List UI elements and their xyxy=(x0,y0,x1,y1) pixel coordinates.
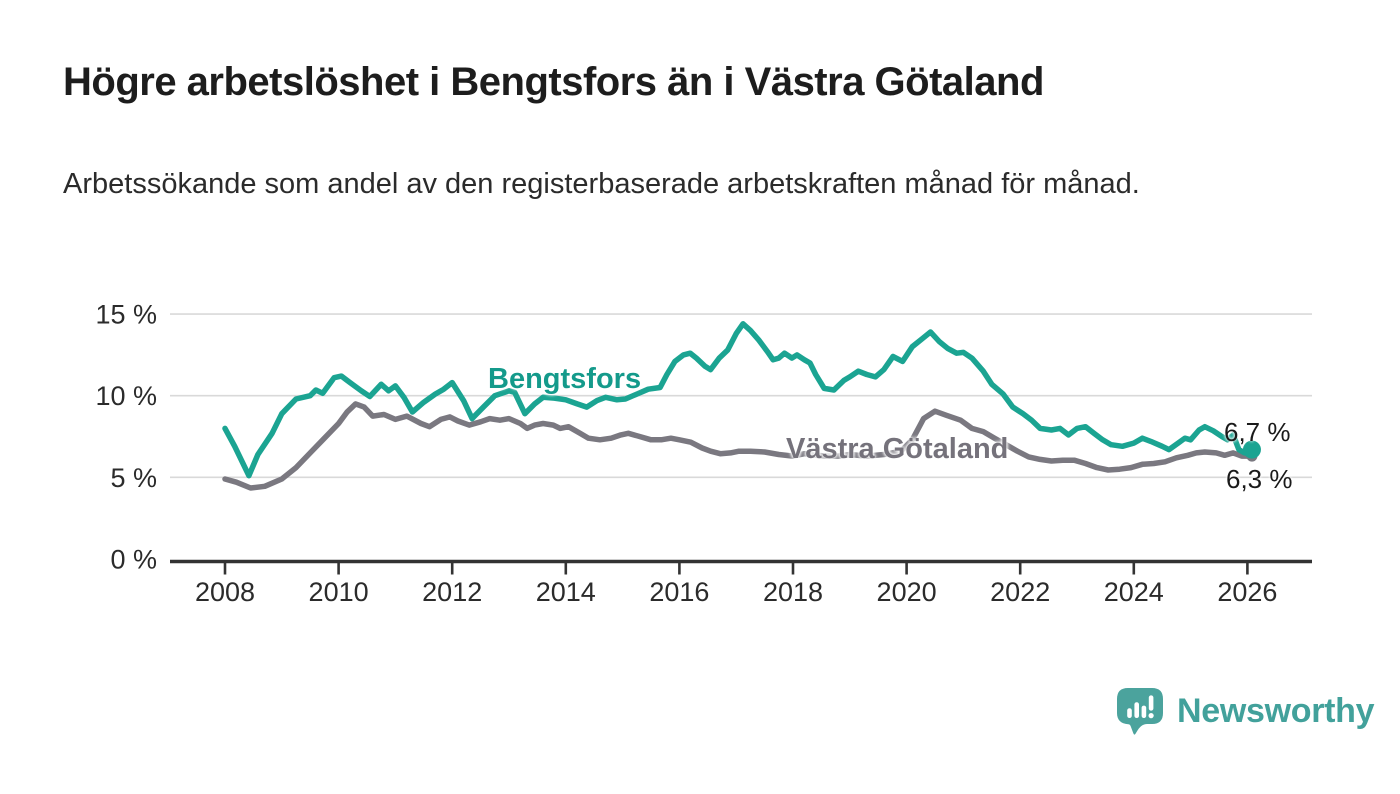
end-value-label-bengtsfors: 6,7 % xyxy=(1224,417,1291,447)
series-end-dot-bengtsfors xyxy=(1242,440,1261,459)
end-value-label-vastra-gotaland: 6,3 % xyxy=(1226,464,1293,494)
newsworthy-brand: Newsworthy xyxy=(1114,685,1375,737)
y-tick-label: 10 % xyxy=(95,381,157,411)
chart-title: Högre arbetslöshet i Bengtsfors än i Väs… xyxy=(63,60,1044,104)
x-tick-label: 2012 xyxy=(422,577,482,607)
x-tick-label: 2016 xyxy=(649,577,709,607)
x-tick-label: 2010 xyxy=(309,577,369,607)
x-tick-label: 2020 xyxy=(877,577,937,607)
newsworthy-brand-text: Newsworthy xyxy=(1177,691,1375,730)
y-tick-label: 15 % xyxy=(95,300,157,330)
y-tick-label: 5 % xyxy=(110,463,157,493)
x-tick-label: 2024 xyxy=(1104,577,1164,607)
x-tick-label: 2014 xyxy=(536,577,596,607)
series-line-bengtsfors xyxy=(222,321,1255,479)
newsworthy-logo-icon xyxy=(1117,688,1163,735)
x-tick-label: 2008 xyxy=(195,577,255,607)
x-tick-label: 2018 xyxy=(763,577,823,607)
x-tick-label: 2026 xyxy=(1217,577,1277,607)
series-label-vastra-gotaland: Västra Götaland xyxy=(786,433,1009,465)
y-tick-label: 0 % xyxy=(110,545,157,575)
chart-subtitle: Arbetssökande som andel av den registerb… xyxy=(63,168,1140,200)
x-tick-label: 2022 xyxy=(990,577,1050,607)
series-line-v-stra-g-taland xyxy=(222,401,1255,491)
series-label-bengtsfors: Bengtsfors xyxy=(488,363,642,395)
